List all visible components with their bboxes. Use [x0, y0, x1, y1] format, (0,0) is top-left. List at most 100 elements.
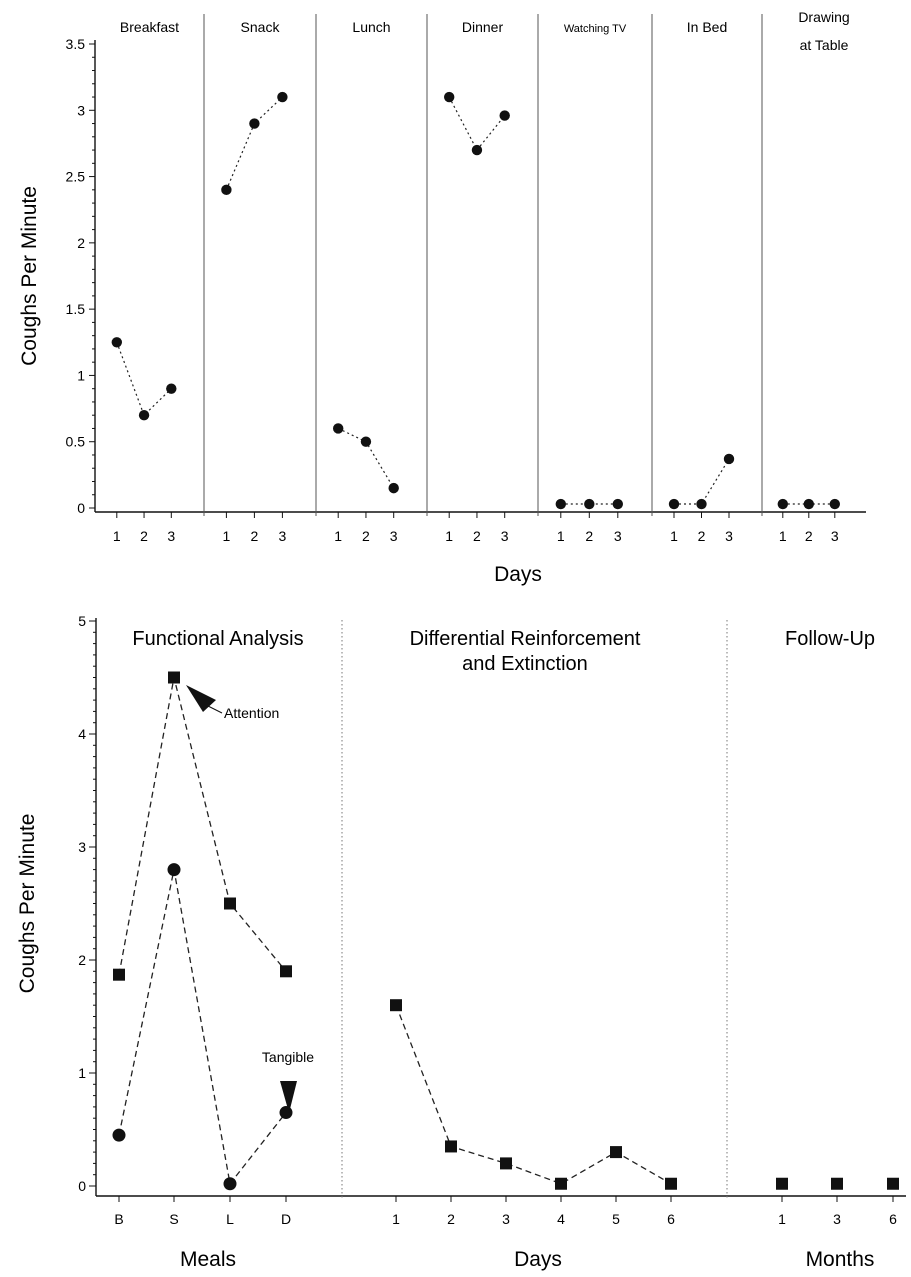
phase-label: Differential Reinforcement: [410, 628, 641, 650]
phase-label: Breakfast: [120, 19, 179, 35]
y-axis-label: Coughs Per Minute: [18, 186, 41, 366]
x-tick-label: 5: [612, 1211, 620, 1227]
data-point-square: [776, 1177, 788, 1190]
data-point: [499, 110, 510, 121]
x-tick-label: 1: [779, 528, 787, 544]
x-axis-label: Days: [514, 1248, 562, 1271]
y-tick-label: 5: [78, 613, 86, 629]
data-point: [777, 498, 788, 510]
x-tick-label: 2: [698, 528, 706, 544]
data-point: [612, 498, 623, 510]
x-tick-label: 3: [167, 528, 175, 544]
data-point-square: [280, 965, 292, 978]
data-point: [111, 337, 123, 348]
phase-label: Watching TV: [564, 23, 627, 35]
data-point: [471, 144, 483, 156]
x-tick-label: 1: [334, 528, 342, 544]
data-point: [277, 91, 288, 103]
top-chart: 0 0.5 1 1.5 2 2.5 3 3.5 Coughs Per Minute Days Bre…: [18, 9, 866, 586]
data-point-circle: [112, 1128, 126, 1142]
x-tick-label: 3: [279, 528, 287, 544]
data-point: [668, 498, 680, 510]
phase-label: Lunch: [352, 19, 390, 35]
data-point: [803, 498, 814, 510]
y-tick-label: 0.5: [66, 434, 86, 450]
data-point-square: [113, 968, 125, 981]
data-line: [448, 96, 506, 152]
data-point: [221, 184, 232, 196]
y-tick-label: 4: [78, 726, 86, 742]
data-point: [249, 118, 260, 129]
annotation-attention: Attention: [224, 705, 279, 721]
data-line: [118, 869, 287, 1186]
y-tick-label: 1: [78, 1065, 86, 1081]
data-point-square: [665, 1177, 677, 1190]
data-point-circle: [223, 1177, 237, 1191]
phase-label: Dinner: [462, 19, 504, 35]
data-point: [388, 482, 399, 494]
attention-arrow: [186, 685, 216, 712]
x-tick-label: 1: [670, 528, 678, 544]
data-point-square: [445, 1140, 457, 1153]
phase-label: Functional Analysis: [132, 628, 303, 650]
data-line: [395, 1004, 672, 1185]
data-point-circle: [279, 1106, 293, 1120]
data-point: [138, 410, 150, 421]
data-line: [118, 677, 287, 975]
data-point: [829, 498, 840, 510]
x-tick-label: 4: [557, 1211, 565, 1227]
x-axis-label: Months: [806, 1248, 875, 1271]
x-tick-label: 3: [831, 528, 839, 544]
tangible-arrow: [280, 1081, 297, 1113]
x-tick-label: 3: [502, 1211, 510, 1227]
x-tick-label: 3: [614, 528, 622, 544]
x-tick-label: 1: [392, 1211, 400, 1227]
data-point: [584, 498, 595, 510]
bottom-chart: 0 1 2 3 4 5 Coughs Per Minute Functional Analys…: [16, 613, 906, 1271]
x-tick-label: 6: [667, 1211, 675, 1227]
x-tick-label: 2: [362, 528, 370, 544]
phase-label: and Extinction: [462, 653, 588, 675]
x-tick-label: 1: [445, 528, 453, 544]
x-axis-label: Meals: [180, 1248, 236, 1271]
attention-arrow-line: [207, 705, 223, 714]
y-axis-label: Coughs Per Minute: [16, 814, 39, 994]
y-tick-label: 2: [77, 235, 85, 251]
x-tick-label: D: [281, 1211, 291, 1227]
x-tick-label: 3: [501, 528, 509, 544]
phase-label: at Table: [800, 37, 849, 53]
phase-label: Drawing: [798, 9, 849, 25]
y-tick-label: 3.5: [66, 36, 86, 52]
y-tick-label: 1.5: [66, 301, 86, 317]
y-tick-label: 0: [78, 1178, 86, 1194]
data-point: [166, 383, 177, 394]
data-point: [444, 91, 455, 103]
x-tick-label: S: [169, 1211, 178, 1227]
x-tick-label: 3: [390, 528, 398, 544]
annotation-tangible: Tangible: [262, 1049, 314, 1065]
x-tick-label: L: [226, 1211, 234, 1227]
x-tick-label: 1: [557, 528, 565, 544]
data-point-square: [224, 897, 236, 910]
y-tick-label: 0: [77, 500, 85, 516]
data-point-square: [887, 1177, 899, 1190]
data-point-square: [555, 1177, 567, 1190]
x-tick-label: 1: [778, 1211, 786, 1227]
x-tick-label: 2: [473, 528, 481, 544]
data-point: [360, 436, 372, 447]
y-tick-label: 2.5: [66, 169, 86, 185]
data-line: [674, 458, 730, 505]
phase-label: Snack: [241, 19, 281, 35]
data-point: [723, 453, 735, 465]
x-tick-label: 2: [251, 528, 259, 544]
phase-label: In Bed: [687, 19, 727, 35]
data-point: [333, 423, 344, 434]
data-point-square: [500, 1157, 512, 1170]
data-point: [555, 498, 566, 510]
phase-label: Follow-Up: [785, 628, 875, 650]
x-tick-label: 6: [889, 1211, 897, 1227]
x-tick-label: 2: [447, 1211, 455, 1227]
data-point: [696, 498, 707, 510]
x-axis-label: Days: [494, 563, 542, 586]
